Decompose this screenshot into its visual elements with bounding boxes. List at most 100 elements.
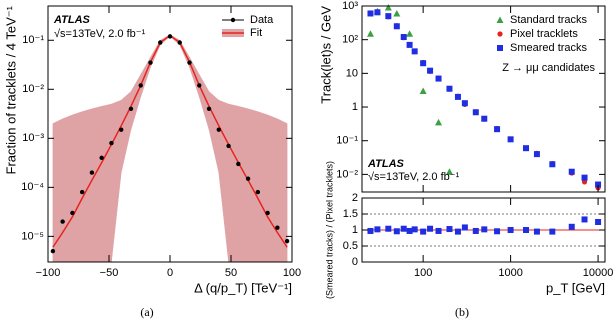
data-point — [119, 127, 124, 132]
ratio-point — [533, 228, 540, 235]
annotation: ATLAS — [367, 158, 405, 170]
fit-band — [72, 111, 83, 263]
y-tick-label: 10⁻¹ — [22, 34, 44, 46]
data-point — [406, 41, 413, 48]
ratio-point — [461, 224, 468, 231]
legend-label: Data — [250, 14, 274, 26]
y-axis-label: Fraction of tracklets / 4 TeV⁻¹ — [3, 5, 18, 174]
data-point — [367, 10, 374, 17]
data-point — [167, 34, 173, 39]
ratio-point — [411, 226, 418, 233]
ratio-point — [385, 225, 392, 232]
ratio-point — [454, 228, 461, 235]
legend-symbol — [497, 45, 503, 51]
data-point — [494, 126, 501, 133]
y-tick-label: 10⁻³ — [22, 132, 44, 144]
fit-band — [267, 114, 278, 263]
data-point — [158, 40, 163, 45]
fit-band — [120, 90, 132, 173]
x-tick-label: 0 — [167, 267, 173, 279]
fit-band — [257, 111, 268, 263]
x-tick-label: 100 — [414, 267, 432, 279]
x-tick-label: −50 — [100, 267, 119, 279]
data-point — [245, 176, 251, 181]
ratio-point — [367, 227, 374, 234]
data-point — [197, 83, 202, 88]
data-point — [454, 93, 461, 100]
data-point — [411, 48, 418, 55]
legend-label: Pixel tracklets — [510, 28, 578, 40]
fit-band — [81, 108, 93, 263]
data-point — [206, 106, 212, 112]
data-point — [393, 9, 401, 17]
data-point — [393, 23, 400, 30]
ratio-point — [400, 225, 407, 232]
data-point — [481, 115, 488, 122]
x-tick-label: 10000 — [583, 267, 614, 279]
ratio-point — [446, 226, 453, 233]
data-point — [226, 143, 231, 149]
y-tick-label: 10⁻² — [22, 83, 44, 95]
data-point — [366, 30, 374, 37]
legend-symbol — [230, 17, 236, 23]
data-point — [472, 109, 479, 116]
data-point — [446, 85, 453, 92]
annotation: √s=13TeV, 2.0 fb⁻¹ — [368, 171, 460, 183]
data-point — [420, 60, 427, 67]
data-point — [507, 136, 514, 143]
fit-band — [91, 105, 102, 263]
data-point — [89, 170, 95, 175]
data-point — [284, 238, 290, 244]
data-point — [461, 100, 468, 107]
fit-band — [101, 103, 112, 263]
ratio-point — [481, 226, 488, 233]
data-point — [435, 118, 443, 126]
data-point — [385, 13, 392, 20]
x-axis-label: p_T [GeV] — [546, 280, 605, 295]
y-tick-label: 0 — [352, 256, 358, 268]
fit-band — [62, 114, 73, 263]
y-tick-label: 1 — [352, 224, 358, 236]
data-point — [595, 181, 602, 188]
data-point — [384, 4, 392, 11]
data-point — [427, 67, 434, 74]
data-point — [109, 140, 114, 146]
y-tick-label: 10² — [342, 34, 358, 46]
data-point — [523, 145, 530, 152]
ratio-point — [494, 228, 501, 235]
data-point — [374, 9, 381, 16]
plot-frame — [361, 5, 606, 193]
x-axis-label: Δ (q/p_T) [TeV⁻¹] — [194, 280, 292, 295]
fit-band — [218, 99, 229, 263]
y-tick-label: 2 — [352, 192, 358, 204]
fit-band — [238, 105, 249, 263]
fit-band — [247, 108, 259, 263]
ratio-point — [435, 227, 442, 234]
ratio-point — [406, 227, 413, 234]
annotation: ATLAS — [53, 14, 91, 26]
ratio-point — [581, 216, 588, 223]
data-point — [255, 189, 261, 195]
data-point — [148, 60, 153, 65]
data-point — [236, 161, 241, 167]
y-tick-label: 10⁻⁵ — [21, 230, 44, 242]
data-point — [60, 219, 65, 224]
ratio-point — [507, 227, 514, 233]
y-tick-label: 10⁻⁴ — [21, 181, 44, 193]
legend-label: Smeared tracks — [510, 42, 588, 54]
data-point — [581, 174, 588, 181]
ratio-point — [393, 228, 400, 235]
ratio-point — [420, 228, 427, 235]
data-point — [533, 151, 540, 158]
data-point — [128, 106, 134, 112]
ratio-point — [472, 227, 479, 234]
data-point — [70, 210, 75, 216]
x-tick-label: 1000 — [498, 267, 522, 279]
y-tick-label: 1.5 — [343, 208, 358, 220]
data-point — [79, 189, 85, 195]
y-tick-label: 10⁻¹ — [336, 135, 358, 147]
data-point — [50, 248, 56, 254]
caption: (a) — [140, 305, 153, 319]
y-tick-label: 1 — [352, 101, 358, 113]
ratio-point — [595, 219, 602, 225]
